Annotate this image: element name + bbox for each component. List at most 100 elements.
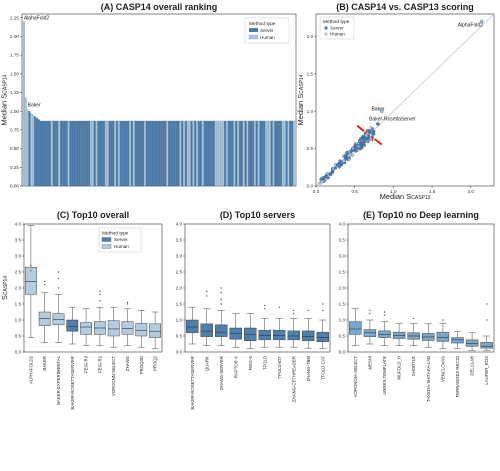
panel-a-bar (132, 120, 135, 187)
panel-a-bar (196, 120, 199, 187)
panel-a-bar (145, 120, 148, 187)
panel-a-bar (24, 97, 27, 187)
panel-a-bar (270, 120, 273, 187)
panel-c-ytick-label: 1.5 (15, 302, 22, 307)
panel-a-bar (149, 120, 152, 187)
panel-a-bar (82, 120, 85, 187)
panel-b-point (350, 153, 355, 157)
panel-e-box (465, 339, 479, 347)
panel-a-bar (117, 120, 120, 187)
panel-b-ytick-label: 0.5 (307, 146, 314, 151)
panel-a-bar (171, 120, 174, 187)
panel-c-box (135, 322, 148, 337)
panel-e-category-label: MUFOLD_H (397, 356, 402, 380)
panel-a-bar (225, 120, 228, 187)
panel-a-ytick-label: 0.75 (10, 128, 19, 133)
panel-e-flier (486, 303, 488, 305)
panel-a-bar (235, 120, 238, 187)
panel-b-point (369, 126, 373, 130)
panel-e-category-label: VORONOIA-SELECT (353, 356, 358, 398)
panel-a-bar (216, 120, 219, 187)
panel-b-point-alphafold2 (479, 19, 484, 24)
panel-a-bar (127, 120, 130, 187)
panel-a-bar (108, 120, 111, 187)
panel-a-bar (30, 113, 33, 187)
panel-e-category-label: FERNANDEZ-RECIO (455, 355, 460, 397)
panel-e-ytick-label: 1.5 (339, 302, 346, 307)
panel-c-flier (30, 269, 32, 272)
panel-d-ytick-label: 2.5 (176, 270, 183, 275)
panel-c-flier (126, 303, 129, 305)
panel-a-legend-human-swatch (248, 34, 259, 40)
panel-a-bar (253, 120, 256, 187)
panel-d-ytick-label: 3.0 (176, 254, 183, 259)
panel-a-bar (190, 120, 193, 187)
panel-a-bar (75, 120, 77, 187)
panel-b-xtick-label: 1.0 (390, 189, 397, 194)
panel-a-ytick-label: 1.50 (10, 71, 19, 76)
panel-a-bar (203, 120, 206, 187)
panel-b-xtick-label: 1.5 (429, 189, 436, 194)
panel-a-bar (54, 120, 57, 187)
panel-b-legend-server-marker (324, 26, 328, 30)
panel-b-xtick-label: 0.5 (352, 189, 359, 194)
panel-a-bar (62, 120, 64, 187)
panel-c: (C) Top10 overall 0.0 0.5 1.0 1.5 2.0 2.5 3.0 3.… (0, 210, 163, 410)
panel-a-bar (166, 120, 169, 187)
panel-a-bar (239, 120, 241, 187)
panel-e-category-label: UNRES-TEMPLATE (382, 356, 387, 395)
panel-b-legend-human-marker (324, 32, 328, 36)
panel-a-bar (121, 120, 124, 187)
panel-b-point-baker-rosettaserver (376, 122, 380, 126)
panel-d-flier (220, 303, 222, 305)
panel-b-point (338, 159, 342, 163)
panel-a-bar (50, 120, 53, 187)
panel-b-legend-server: Server (330, 26, 344, 31)
panel-d-box (200, 323, 213, 337)
panel-a-bar (78, 120, 81, 187)
panel-a-bar (58, 120, 61, 187)
panel-a-bar (261, 120, 264, 187)
panel-e-ytick-label: 3.0 (339, 254, 346, 259)
panel-e-ytick-label: 0.0 (339, 350, 346, 355)
panel-b-xlabel: Median SCASP13 (380, 192, 431, 201)
panel-b-point (335, 163, 340, 167)
panel-a-annotation: Baker (28, 102, 41, 108)
panel-a-bar (218, 120, 221, 187)
panel-b-point (319, 177, 323, 181)
panel-b-xtick-label: 2.0 (468, 189, 475, 194)
panel-b-title: (B) CASP14 vs. CASP13 scoring (336, 2, 474, 12)
panel-a-bar (222, 120, 225, 187)
panel-e-ytick-label: 4.0 (339, 222, 346, 227)
panel-b-xtick-label: 0.0 (313, 189, 320, 194)
panel-c-category-label: PROQ3D (139, 356, 144, 374)
panel-c-box (38, 311, 51, 327)
panel-a-bar (63, 120, 66, 187)
panel-a-bar (91, 120, 94, 187)
panel-a-bar (93, 120, 96, 187)
panel-a-bar (183, 120, 186, 187)
panel-c-ytick-label: 0.5 (15, 334, 22, 339)
panel-b-point (359, 137, 364, 141)
panel-a-bar (49, 120, 51, 187)
panel-a-annotation: AlphaFold2 (24, 16, 50, 22)
panel-a-bar (263, 120, 266, 187)
panel-b-annotation: Baker-RosettaServer (369, 116, 416, 122)
panel-e-ytick-label: 2.0 (339, 286, 346, 291)
panel-a-bar (110, 120, 113, 187)
panel-a-bar (129, 120, 131, 187)
panel-a-bar (227, 120, 230, 187)
panel-b-ytick-label: 1.5 (307, 71, 314, 76)
panel-d-ytick-label: 1.5 (176, 302, 183, 307)
panel-b: (B) CASP14 vs. CASP13 scoring 0.0 0.5 1.0 1.… (296, 2, 495, 201)
panel-c-flier (57, 287, 60, 289)
panel-b-legend (319, 16, 355, 40)
panel-a-bar (89, 120, 92, 187)
panel-a-bar (181, 120, 184, 187)
panel-a-bar (186, 120, 189, 187)
panel-a-bar (233, 120, 236, 187)
panel-a-bar (274, 120, 277, 187)
panel-a-bar (106, 120, 109, 187)
panel-a-bar (220, 120, 223, 187)
